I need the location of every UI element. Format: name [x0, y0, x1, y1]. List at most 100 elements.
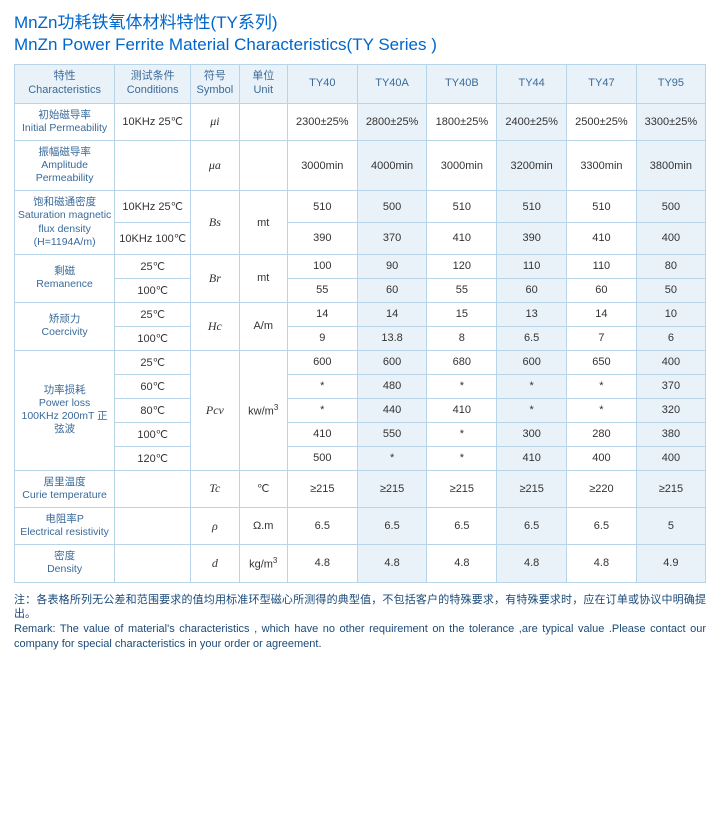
table-body: 初始磁导率Initial Permeability 10KHz 25℃ μi 2…: [15, 103, 706, 582]
value-cell: 370: [636, 374, 705, 398]
value-cell: 4.8: [427, 545, 497, 582]
value-cell: 510: [497, 191, 567, 223]
head-char: 特性Characteristics: [15, 65, 115, 104]
table-row: 80℃ *440410**320: [15, 398, 706, 422]
unit-cell: kw/m3: [239, 350, 287, 470]
head-cond: 测试条件Conditions: [115, 65, 191, 104]
value-cell: 6.5: [497, 508, 567, 545]
unit-cell: A/m: [239, 302, 287, 350]
sym-cell: Hc: [191, 302, 239, 350]
char-cell: 矫顽力Coercivity: [15, 302, 115, 350]
char-cell: 剩磁Remanence: [15, 254, 115, 302]
value-cell: 480: [357, 374, 427, 398]
cond-cell: 10KHz 100℃: [115, 223, 191, 255]
head-col: TY40B: [427, 65, 497, 104]
table-row: 剩磁Remanence 25℃ Br mt 1009012011011080: [15, 254, 706, 278]
value-cell: 5: [636, 508, 705, 545]
table-row: 100℃ 556055606050: [15, 278, 706, 302]
value-cell: 6.5: [497, 326, 567, 350]
cond-cell: 80℃: [115, 398, 191, 422]
table-row: 居里温度Curie temperature Tc ℃ ≥215≥215≥215≥…: [15, 470, 706, 507]
value-cell: 4.9: [636, 545, 705, 582]
title-en: MnZn Power Ferrite Material Characterist…: [14, 34, 706, 56]
table-row: 120℃ 500**410400400: [15, 446, 706, 470]
value-cell: 4.8: [287, 545, 357, 582]
value-cell: 90: [357, 254, 427, 278]
table-row: 初始磁导率Initial Permeability 10KHz 25℃ μi 2…: [15, 103, 706, 140]
cond-cell: [115, 140, 191, 190]
unit-cell: [239, 103, 287, 140]
value-cell: ≥215: [497, 470, 567, 507]
table-head: 特性Characteristics 测试条件Conditions 符号Symbo…: [15, 65, 706, 104]
value-cell: 9: [287, 326, 357, 350]
char-cell: 饱和磁通密度Saturation magnetic flux density(H…: [15, 191, 115, 255]
value-cell: 380: [636, 422, 705, 446]
table-row: 密度Density d kg/m3 4.84.84.84.84.84.9: [15, 545, 706, 582]
table-row: 矫顽力Coercivity 25℃ Hc A/m 141415131410: [15, 302, 706, 326]
remark-block: 注：各表格所列无公差和范围要求的值均用标准环型磁心所测得的典型值，不包括客户的特…: [14, 593, 706, 652]
value-cell: 14: [567, 302, 637, 326]
value-cell: 510: [567, 191, 637, 223]
value-cell: *: [427, 422, 497, 446]
cond-cell: 100℃: [115, 278, 191, 302]
value-cell: 2500±25%: [567, 103, 637, 140]
cond-cell: 10KHz 25℃: [115, 103, 191, 140]
value-cell: 13: [497, 302, 567, 326]
value-cell: ≥215: [636, 470, 705, 507]
sym-cell: d: [191, 545, 239, 582]
value-cell: 4.8: [567, 545, 637, 582]
value-cell: 3200min: [497, 140, 567, 190]
value-cell: 300: [497, 422, 567, 446]
value-cell: *: [567, 374, 637, 398]
value-cell: *: [357, 446, 427, 470]
cond-cell: 25℃: [115, 350, 191, 374]
unit-cell: ℃: [239, 470, 287, 507]
value-cell: 390: [497, 223, 567, 255]
head-col: TY95: [636, 65, 705, 104]
value-cell: 7: [567, 326, 637, 350]
head-col: TY40A: [357, 65, 427, 104]
unit-cell: mt: [239, 191, 287, 255]
characteristics-table: 特性Characteristics 测试条件Conditions 符号Symbo…: [14, 64, 706, 582]
value-cell: 60: [497, 278, 567, 302]
value-cell: 3000min: [287, 140, 357, 190]
value-cell: *: [287, 398, 357, 422]
head-col: TY40: [287, 65, 357, 104]
value-cell: 120: [427, 254, 497, 278]
cond-cell: 100℃: [115, 422, 191, 446]
sym-cell: Bs: [191, 191, 239, 255]
table-row: 100℃ 410550*300280380: [15, 422, 706, 446]
value-cell: 400: [636, 350, 705, 374]
head-col: TY44: [497, 65, 567, 104]
value-cell: 2300±25%: [287, 103, 357, 140]
value-cell: 6.5: [567, 508, 637, 545]
cond-cell: 100℃: [115, 326, 191, 350]
cond-cell: [115, 508, 191, 545]
char-cell: 功率损耗Power loss100KHz 200mT 正弦波: [15, 350, 115, 470]
sym-cell: Tc: [191, 470, 239, 507]
value-cell: 3300min: [567, 140, 637, 190]
value-cell: 550: [357, 422, 427, 446]
sym-cell: Pcv: [191, 350, 239, 470]
cond-cell: 120℃: [115, 446, 191, 470]
cond-cell: [115, 470, 191, 507]
title-cn: MnZn功耗铁氧体材料特性(TY系列): [14, 12, 706, 34]
value-cell: 400: [636, 446, 705, 470]
cond-cell: 60℃: [115, 374, 191, 398]
value-cell: ≥220: [567, 470, 637, 507]
head-sym: 符号Symbol: [191, 65, 239, 104]
value-cell: 400: [567, 446, 637, 470]
remark-en: Remark: The value of material's characte…: [14, 622, 706, 652]
char-cell: 居里温度Curie temperature: [15, 470, 115, 507]
table-row: 100℃ 913.886.576: [15, 326, 706, 350]
table-row: 电阻率PElectrical resistivity ρ Ω.m 6.56.56…: [15, 508, 706, 545]
value-cell: 370: [357, 223, 427, 255]
value-cell: 410: [287, 422, 357, 446]
value-cell: 15: [427, 302, 497, 326]
value-cell: 280: [567, 422, 637, 446]
head-unit: 单位Unit: [239, 65, 287, 104]
value-cell: 13.8: [357, 326, 427, 350]
value-cell: ≥215: [357, 470, 427, 507]
value-cell: 60: [567, 278, 637, 302]
value-cell: 680: [427, 350, 497, 374]
